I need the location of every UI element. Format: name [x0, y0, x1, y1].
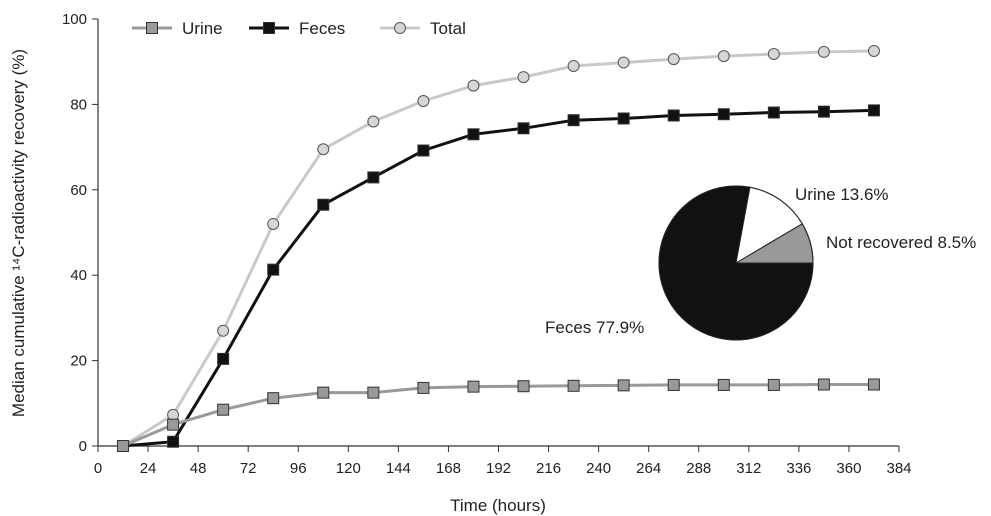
data-point-urine: [317, 386, 330, 399]
legend-marker-urine: [146, 22, 158, 34]
data-point-total: [417, 94, 430, 107]
y-tick-label: 0: [79, 438, 87, 455]
pie-label-not: Not recovered 8.5%: [826, 233, 976, 252]
data-point-feces: [767, 106, 780, 119]
pie-label-urine: Urine 13.6%: [795, 185, 889, 204]
pie-chart: Feces 77.9% Urine 13.6% Not recovered 8.5%: [545, 185, 976, 341]
x-tick-label: 72: [240, 460, 257, 477]
data-point-total: [467, 79, 480, 92]
data-point-urine: [517, 380, 530, 393]
x-tick-label: 144: [386, 460, 411, 477]
series-line-total: [122, 49, 875, 448]
data-point-total: [567, 59, 580, 72]
x-tick-label: 384: [886, 460, 911, 477]
x-tick-label: 192: [486, 460, 511, 477]
data-point-feces: [517, 122, 530, 135]
legend-marker-feces: [263, 22, 275, 34]
data-point-urine: [567, 379, 580, 392]
data-point-feces: [467, 128, 480, 141]
series-line-feces: [122, 108, 875, 448]
data-point-total: [717, 50, 730, 63]
x-tick-label: 312: [736, 460, 761, 477]
y-tick-label: 100: [62, 11, 87, 28]
legend-label-total: Total: [430, 19, 466, 38]
data-point-total: [267, 217, 280, 230]
series-total: [117, 45, 880, 452]
data-point-total: [667, 53, 680, 66]
x-tick-label: 48: [190, 460, 207, 477]
data-point-urine: [367, 386, 380, 399]
data-point-urine: [617, 379, 630, 392]
legend-marker-total: [394, 22, 406, 34]
pie-outline: [658, 185, 814, 341]
data-point-urine: [867, 378, 880, 391]
data-point-feces: [817, 105, 830, 118]
data-point-total: [817, 45, 830, 58]
data-point-total: [867, 45, 880, 58]
x-tick-label: 96: [290, 460, 307, 477]
data-point-feces: [317, 198, 330, 211]
data-point-urine: [717, 378, 730, 391]
data-point-feces: [567, 114, 580, 127]
data-point-feces: [867, 104, 880, 117]
y-tick-label: 80: [70, 96, 87, 113]
data-point-feces: [267, 263, 280, 276]
data-point-feces: [367, 171, 380, 184]
data-point-total: [317, 143, 330, 156]
x-tick-label: 168: [436, 460, 461, 477]
data-point-urine: [417, 381, 430, 394]
data-point-total: [217, 324, 230, 337]
x-tick-label: 336: [786, 460, 811, 477]
data-point-urine: [817, 378, 830, 391]
legend: Urine Feces Total: [132, 19, 466, 38]
data-point-urine: [467, 380, 480, 393]
data-point-feces: [167, 435, 180, 448]
x-axis-title: Time (hours): [450, 496, 546, 515]
x-tick-label: 120: [336, 460, 361, 477]
y-tick-label: 60: [70, 182, 87, 199]
legend-item-feces: Feces: [249, 19, 345, 38]
x-tick-label: 24: [140, 460, 157, 477]
legend-label-feces: Feces: [299, 19, 345, 38]
x-tick-label: 288: [686, 460, 711, 477]
data-point-feces: [217, 352, 230, 365]
pie-label-feces: Feces 77.9%: [545, 318, 644, 337]
y-tick-label: 20: [70, 353, 87, 370]
data-point-total: [517, 71, 530, 84]
data-point-total: [767, 48, 780, 61]
axes: 0 24 48 72 96 120 144 168 192 216 240 264 288 312 336 3…: [62, 11, 912, 477]
series-line-urine: [122, 383, 874, 448]
data-point-total: [367, 115, 380, 128]
data-point-urine: [117, 440, 130, 452]
data-point-urine: [767, 378, 780, 391]
data-point-urine: [217, 403, 230, 416]
series-layer: [117, 45, 880, 452]
x-tick-label: 0: [94, 460, 102, 477]
y-axis-title: Median cumulative ¹⁴C-radioactivity reco…: [9, 49, 28, 417]
x-tick-label: 240: [586, 460, 611, 477]
data-point-total: [617, 56, 630, 69]
legend-item-urine: Urine: [132, 19, 223, 38]
data-point-feces: [417, 144, 430, 157]
data-point-feces: [717, 108, 730, 121]
data-point-feces: [667, 109, 680, 122]
x-tick-label: 360: [836, 460, 861, 477]
y-tick-label: 40: [70, 267, 87, 284]
legend-item-total: Total: [380, 19, 466, 38]
series-feces: [117, 104, 880, 452]
data-point-urine: [267, 392, 280, 405]
data-point-feces: [617, 112, 630, 125]
legend-label-urine: Urine: [182, 19, 223, 38]
data-point-urine: [667, 378, 680, 391]
x-tick-label: 216: [536, 460, 561, 477]
x-tick-label: 264: [636, 460, 661, 477]
series-urine: [117, 378, 880, 452]
data-point-urine: [167, 418, 180, 431]
